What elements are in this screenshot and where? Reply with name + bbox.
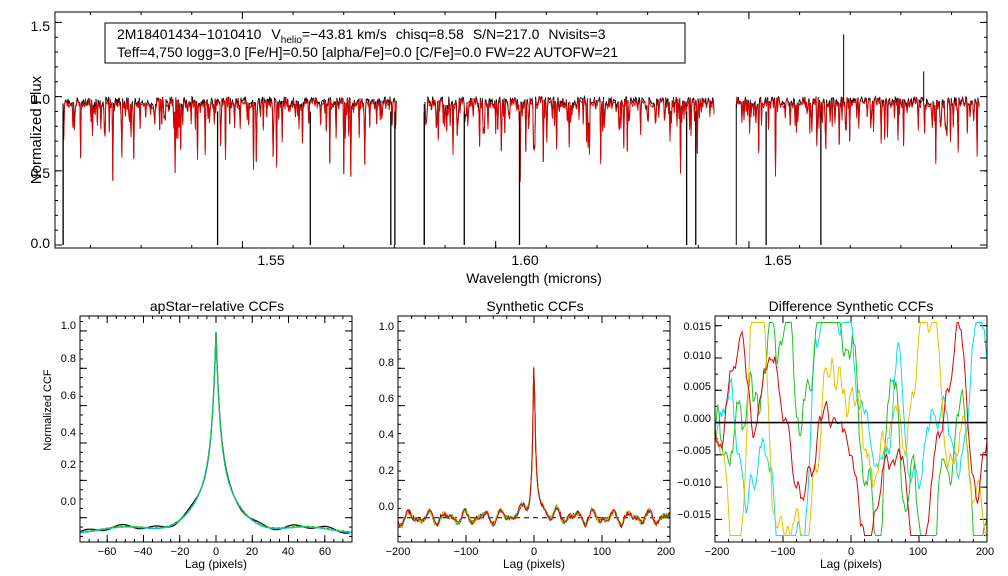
synthetic-ytick-label: 0.4 [379,429,394,441]
synthetic-ccf-line [397,367,670,529]
difference-ccf-line [714,322,988,536]
difference-ytick-label: 0.010 [683,350,711,362]
apstar-ytick-label: 1.0 [61,320,76,332]
spectrum-ytick-label: 0.5 [31,165,51,181]
spectrum-panel: 0.0 0.5 1.0 1.5 1.55 1.60 1.65 Wavelengt… [28,11,988,286]
spectrum-ytick-label: 1.0 [31,91,51,107]
apstar-xtick-label: −60 [98,546,117,558]
spectrum-xtick-label: 1.55 [257,252,284,268]
apstar-ytick-label: 0.2 [61,459,76,471]
difference-ccf-panel: Difference Synthetic CCFs −0.015 −0.010 … [677,298,994,571]
apstar-ccf-panel: apStar−relative CCFs 0.0 0.2 0.4 0.6 0.8… [42,298,353,571]
spectrum-ytick-label: 1.5 [31,18,51,34]
spectrum-y-axis-label: Normalized Flux [28,75,45,184]
chisq-value: chisq=8.58 [396,26,464,42]
synthetic-ccf-title: Synthetic CCFs [486,298,583,314]
vhelio-subscript: helio [281,35,303,46]
spectrum-model-line [735,97,980,177]
apstar-xtick-label: 20 [246,546,258,558]
apstar-xtick-label: −40 [134,546,153,558]
difference-ytick-label: −0.005 [677,445,711,457]
spectrum-xtick-label: 1.65 [764,252,791,268]
synthetic-ccf-curves [397,365,670,529]
apstar-xtick-label: 40 [282,546,294,558]
star-id: 2M18401434−1010410 [117,26,262,42]
difference-ytick-label: −0.015 [677,509,711,521]
difference-xtick-label: −100 [771,546,796,558]
synthetic-ccf-panel: Synthetic CCFs 0.0 0.2 0.4 0.6 0.8 1.0 −… [379,298,675,571]
stellar-parameters: Teff=4,750 logg=3.0 [Fe/H]=0.50 [alpha/F… [117,44,618,60]
apstar-xtick-label: −20 [171,546,190,558]
difference-ytick-label: 0.000 [683,413,711,425]
nvisits-value: Nvisits=3 [548,26,605,42]
synthetic-xtick-label: 100 [593,546,611,558]
difference-ccf-line [714,322,988,536]
spectrum-model-line [62,96,397,182]
synthetic-ytick-label: 0.2 [379,465,394,477]
difference-ytick-label: −0.010 [677,477,711,489]
difference-x-axis-label: Lag (pixels) [820,557,882,571]
difference-ytick-label: 0.015 [683,321,711,333]
synthetic-xtick-label: 0 [531,546,537,558]
spectrum-x-axis-label: Wavelength (microns) [466,270,602,286]
spectrum-axes-frame [54,11,988,249]
difference-ccf-line [714,322,988,536]
synthetic-xtick-label: −100 [454,546,479,558]
synthetic-ytick-label: 0.6 [379,393,394,405]
difference-ytick-label: 0.005 [683,381,711,393]
apstar-ccf-axes-frame [79,315,353,543]
synthetic-ccf-axes-frame [397,315,671,543]
spectrum-chips [62,34,980,246]
spectrum-annotation-box: 2M18401434−1010410 Vhelio=−43.81 km/s chis… [104,22,686,64]
synthetic-xtick-label: −200 [386,546,411,558]
spectrum-xtick-label: 1.60 [511,252,538,268]
difference-ccf-line [714,322,988,537]
apstar-ytick-label: 0.8 [61,353,76,365]
apstar-ytick-label: 0.6 [61,390,76,402]
difference-xtick-label: 0 [848,546,854,558]
apstar-y-axis-label: Normalized CCF [42,369,54,451]
synthetic-ytick-label: 0.8 [379,357,394,369]
synthetic-xtick-label: 200 [657,546,675,558]
difference-ccf-curves [714,322,988,537]
difference-xtick-label: 200 [976,546,994,558]
snr-value: S/N=217.0 [473,26,540,42]
difference-ccf-axes-frame [714,315,988,543]
vhelio-label: V [271,26,281,42]
apstar-ytick-label: 0.4 [61,427,76,439]
apstar-ccf-title: apStar−relative CCFs [150,298,284,314]
difference-xtick-label: −200 [705,546,730,558]
apstar-xtick-label: 60 [319,546,331,558]
synthetic-ytick-label: 0.0 [379,501,394,513]
spectrum-ytick-label: 0.0 [31,235,51,251]
apstar-xtick-label: 0 [213,546,219,558]
apstar-ytick-label: 0.0 [61,496,76,508]
apstar-ccf-line [79,331,353,533]
apstar-x-axis-label: Lag (pixels) [185,557,247,571]
difference-xtick-label: 100 [909,546,927,558]
spectrum-model-line [424,96,715,183]
apstar-ccf-curves [79,331,353,534]
vhelio-value: =−43.81 km/s [302,26,387,42]
difference-ccf-title: Difference Synthetic CCFs [769,298,934,314]
synthetic-ytick-label: 1.0 [379,321,394,333]
synthetic-x-axis-label: Lag (pixels) [503,557,565,571]
